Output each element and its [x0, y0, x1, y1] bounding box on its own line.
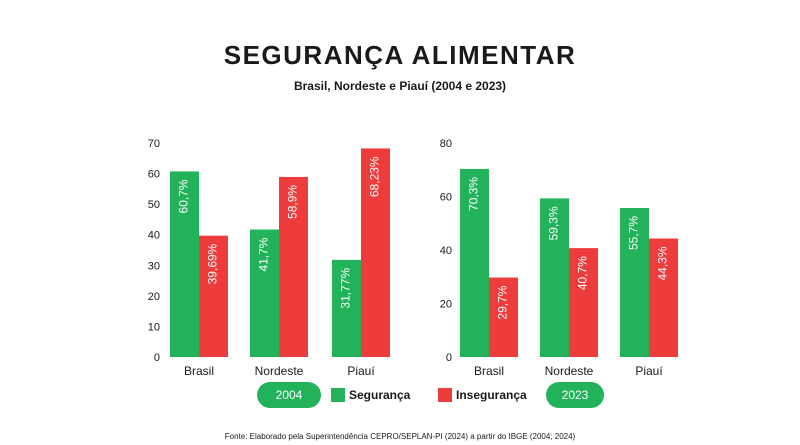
bar-segurança-piauí: [332, 259, 361, 357]
data-label: 60,7%: [177, 179, 191, 213]
legend-item-seguranca: Segurança: [331, 387, 410, 403]
y-tick-label: 60: [440, 192, 452, 204]
bar-segurança-brasil: [170, 171, 199, 357]
y-tick-label: 0: [446, 352, 452, 364]
bar-segurança-brasil: [460, 168, 489, 357]
chart-title: SEGURANÇA ALIMENTAR: [223, 40, 577, 70]
y-tick-label: 50: [148, 199, 160, 211]
data-label: 31,77%: [339, 268, 353, 309]
x-tick-label: Brasil: [184, 364, 214, 378]
data-label: 44,3%: [656, 246, 670, 280]
y-tick-label: 20: [148, 291, 160, 303]
x-tick-label: Piauí: [347, 364, 375, 378]
legend-swatch-seguranca: [331, 388, 345, 402]
bar-insegurança-nordeste: [569, 248, 598, 357]
y-tick-label: 30: [148, 260, 160, 272]
bar-segurança-nordeste: [540, 198, 569, 357]
bar-segurança-piauí: [620, 208, 649, 357]
data-label: 41,7%: [257, 237, 271, 271]
period-badge-2004: 2004: [257, 382, 321, 408]
y-tick-label: 0: [154, 352, 160, 364]
source-note: Fonte: Elaborado pela Superintendência C…: [224, 432, 576, 441]
data-label: 68,23%: [368, 156, 382, 197]
data-label: 29,7%: [496, 285, 510, 319]
chart-panel-2004: 0 10 20 30 40 50 60 70 60,7% 39,69% Brasil 41,7% 58,…: [148, 138, 390, 378]
x-tick-label: Brasil: [474, 364, 504, 378]
legend-label-inseguranca: Insegurança: [456, 388, 527, 402]
period-badge-2023: 2023: [546, 382, 604, 408]
x-tick-label: Piauí: [635, 364, 663, 378]
y-tick-label: 70: [148, 138, 160, 150]
bar-insegurança-brasil: [489, 277, 518, 357]
y-tick-label: 40: [440, 245, 452, 257]
data-label: 59,3%: [547, 206, 561, 240]
data-label: 40,7%: [576, 256, 590, 290]
y-tick-label: 80: [440, 138, 452, 150]
y-tick-label: 10: [148, 321, 160, 333]
data-label: 70,3%: [467, 177, 481, 211]
chart-panel-2023: 0 20 40 60 80 70,3% 29,7% Brasil 59,3% 40,7% Norde…: [440, 138, 678, 378]
y-tick-label: 60: [148, 169, 160, 181]
x-tick-label: Nordeste: [255, 364, 304, 378]
data-label: 39,69%: [206, 243, 220, 284]
bar-insegurança-nordeste: [279, 176, 308, 357]
data-label: 58,9%: [286, 185, 300, 219]
bar-insegurança-piauí: [649, 238, 678, 357]
legend-item-inseguranca: Insegurança: [438, 387, 527, 403]
chart-subtitle: Brasil, Nordeste e Piauí (2004 e 2023): [293, 79, 507, 93]
data-label: 55,7%: [627, 216, 641, 250]
legend-swatch-inseguranca: [438, 388, 452, 402]
y-tick-label: 40: [148, 230, 160, 242]
y-tick-label: 20: [440, 299, 452, 311]
legend-label-seguranca: Segurança: [349, 388, 411, 402]
bar-insegurança-piauí: [361, 148, 390, 357]
bar-insegurança-brasil: [199, 235, 228, 357]
x-tick-label: Nordeste: [545, 364, 594, 378]
bar-segurança-nordeste: [250, 229, 279, 357]
